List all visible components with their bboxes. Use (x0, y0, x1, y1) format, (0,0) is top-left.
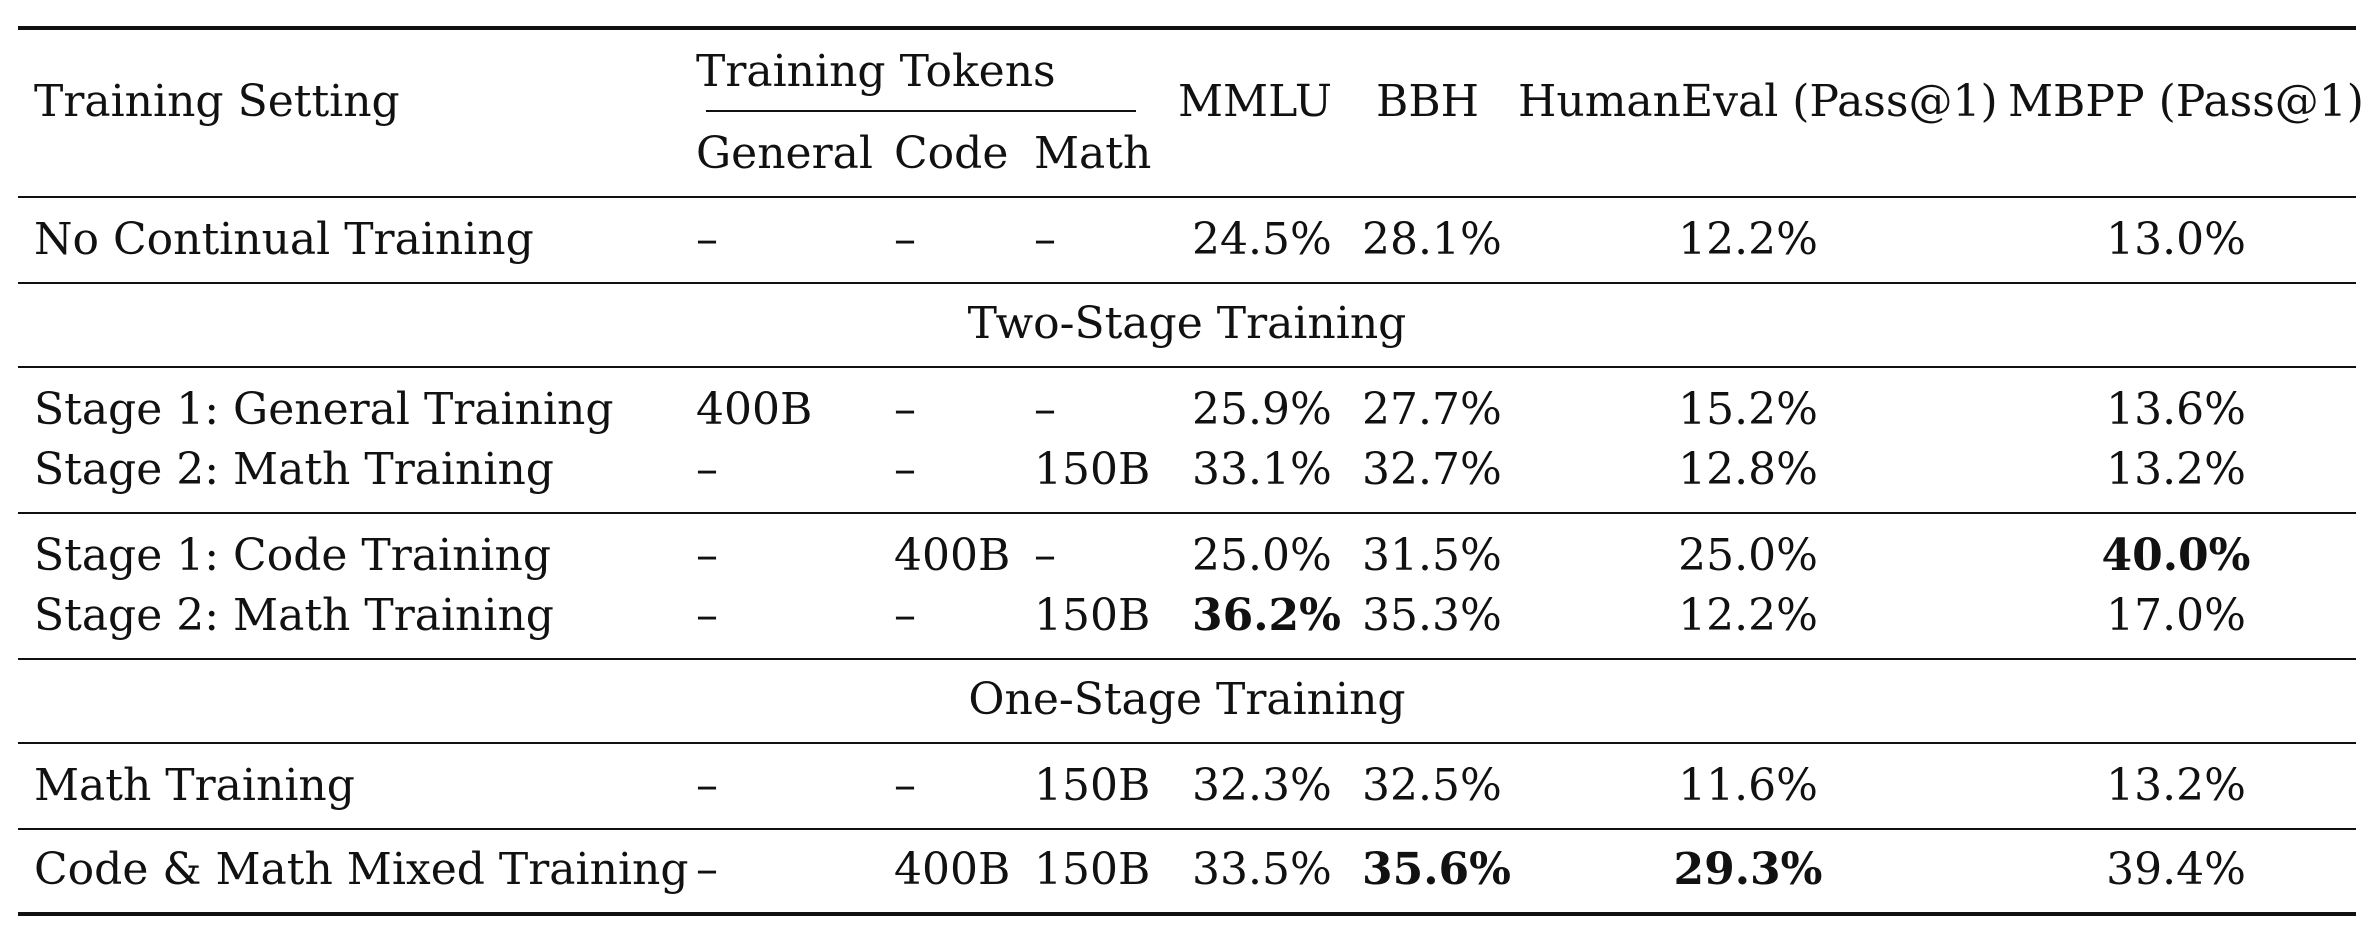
row-mmlu: 25.0% (1192, 530, 1332, 581)
row-code: – (894, 444, 916, 495)
top-rule (18, 26, 2356, 30)
row-mmlu: 33.5% (1192, 844, 1332, 895)
row-general: – (696, 444, 718, 495)
row-setting: Stage 2: Math Training (34, 590, 554, 641)
rule-after-two-stage-title (18, 366, 2356, 368)
row-humaneval: 12.2% (1678, 590, 1818, 641)
row-math: 150B (1034, 844, 1151, 895)
row-mbpp: 13.6% (2106, 384, 2246, 435)
row-mbpp: 13.2% (2106, 444, 2246, 495)
row-bbh: 28.1% (1362, 214, 1502, 265)
row-bbh: 32.5% (1362, 760, 1502, 811)
header-rule (18, 196, 2356, 198)
rule-after-general-block (18, 512, 2356, 514)
row-mbpp: 39.4% (2106, 844, 2246, 895)
row-setting: No Continual Training (34, 214, 534, 265)
row-general: – (696, 214, 718, 265)
row-mmlu: 24.5% (1192, 214, 1332, 265)
row-humaneval: 29.3% (1673, 844, 1823, 895)
rule-after-math-row (18, 828, 2356, 830)
row-general: – (696, 844, 718, 895)
rule-after-no-ct (18, 282, 2356, 284)
row-mmlu: 33.1% (1192, 444, 1332, 495)
section-title-two-stage: Two-Stage Training (967, 298, 1407, 349)
header-bbh: BBH (1376, 76, 1480, 127)
header-humaneval: HumanEval (Pass@1) (1518, 76, 1998, 127)
training-tokens-underline (706, 110, 1136, 112)
row-code: 400B (894, 844, 1011, 895)
row-setting: Code & Math Mixed Training (34, 844, 689, 895)
row-general: – (696, 530, 718, 581)
row-math: 150B (1034, 444, 1151, 495)
row-bbh: 31.5% (1362, 530, 1502, 581)
header-mmlu: MMLU (1178, 76, 1332, 127)
row-code: – (894, 384, 916, 435)
row-humaneval: 11.6% (1678, 760, 1818, 811)
row-mbpp: 13.2% (2106, 760, 2246, 811)
row-mmlu: 36.2% (1192, 590, 1341, 641)
row-code: – (894, 214, 916, 265)
row-general: 400B (696, 384, 813, 435)
row-mbpp: 17.0% (2106, 590, 2246, 641)
row-mmlu: 32.3% (1192, 760, 1332, 811)
row-setting: Stage 1: Code Training (34, 530, 551, 581)
row-math: – (1034, 530, 1056, 581)
row-setting: Math Training (34, 760, 355, 811)
bottom-rule (18, 912, 2356, 916)
row-bbh: 27.7% (1362, 384, 1502, 435)
row-math: – (1034, 214, 1056, 265)
section-title-one-stage: One-Stage Training (968, 674, 1406, 725)
header-training-setting: Training Setting (34, 76, 400, 127)
header-mbpp: MBPP (Pass@1) (2008, 76, 2364, 127)
row-code: – (894, 590, 916, 641)
header-general: General (696, 128, 873, 179)
row-general: – (696, 590, 718, 641)
row-math: 150B (1034, 590, 1151, 641)
row-math: 150B (1034, 760, 1151, 811)
row-humaneval: 15.2% (1678, 384, 1818, 435)
rule-after-one-stage-title (18, 742, 2356, 744)
row-general: – (696, 760, 718, 811)
row-math: – (1034, 384, 1056, 435)
row-setting: Stage 1: General Training (34, 384, 614, 435)
row-mmlu: 25.9% (1192, 384, 1332, 435)
row-bbh: 32.7% (1362, 444, 1502, 495)
row-code: 400B (894, 530, 1011, 581)
header-training-tokens: Training Tokens (696, 46, 1056, 97)
row-humaneval: 12.8% (1678, 444, 1818, 495)
header-code: Code (894, 128, 1009, 179)
row-setting: Stage 2: Math Training (34, 444, 554, 495)
row-mbpp: 13.0% (2106, 214, 2246, 265)
row-humaneval: 25.0% (1678, 530, 1818, 581)
row-bbh: 35.6% (1362, 844, 1511, 895)
row-humaneval: 12.2% (1678, 214, 1818, 265)
row-code: – (894, 760, 916, 811)
row-bbh: 35.3% (1362, 590, 1502, 641)
rule-after-code-block (18, 658, 2356, 660)
header-math: Math (1034, 128, 1152, 179)
row-mbpp: 40.0% (2101, 530, 2251, 581)
